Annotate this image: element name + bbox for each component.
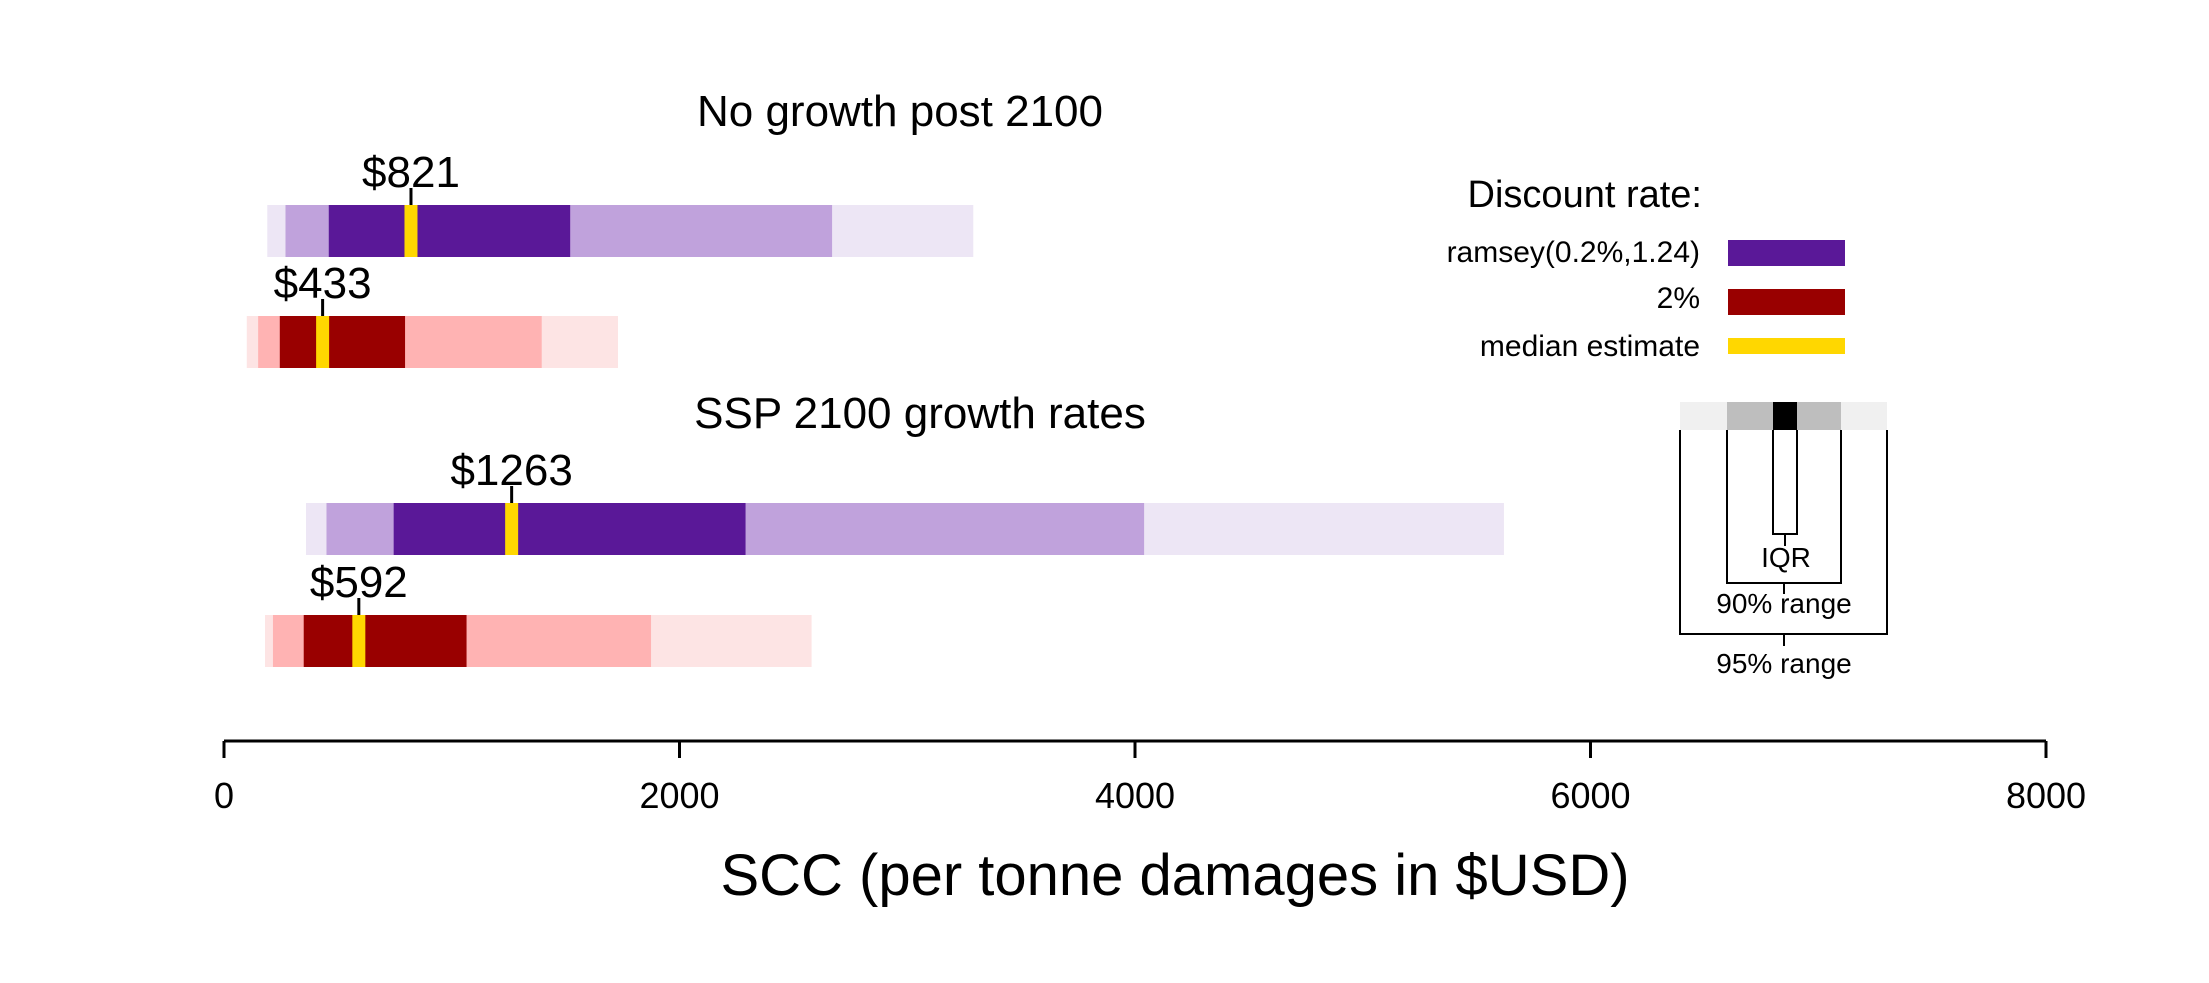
bars-layer: $821 $433 $1263 $592 — [246, 148, 1504, 667]
group-title-ssp: SSP 2100 growth rates — [694, 389, 1146, 438]
iqr-bar-2pct-0 — [279, 316, 406, 368]
median-label-2pct-0: $433 — [274, 259, 372, 308]
median-label-ramsey-1: $1263 — [450, 446, 572, 495]
key-iqr-bracket — [1772, 430, 1798, 546]
median-marker-2pct-1 — [352, 615, 366, 667]
legend-title: Discount rate: — [1468, 174, 1702, 216]
key-iqr-band — [1773, 402, 1797, 430]
x-tick-label-0: 0 — [214, 775, 234, 816]
legend-swatch-ramsey — [1728, 240, 1845, 266]
key-range95-label: 95% range — [1716, 648, 1851, 679]
legend-label-2pct: 2% — [1657, 282, 1700, 315]
key-range90-label: 90% range — [1716, 588, 1851, 619]
x-tick-label-6000: 6000 — [1550, 775, 1630, 816]
key-range90-bracket — [1726, 430, 1842, 594]
median-marker-2pct-0 — [316, 316, 330, 368]
key-range95-bracket — [1679, 430, 1888, 646]
median-label-2pct-1: $592 — [310, 558, 408, 607]
legend-label-ramsey: ramsey(0.2%,1.24) — [1447, 236, 1700, 269]
x-axis: 0 2000 4000 6000 8000 — [214, 739, 2086, 816]
median-marker-ramsey-1 — [505, 503, 519, 555]
iqr-bar-ramsey-1 — [393, 503, 746, 555]
iqr-bar-2pct-1 — [303, 615, 467, 667]
x-tick-label-4000: 4000 — [1095, 775, 1175, 816]
legend-swatch-median — [1728, 338, 1845, 354]
x-tick-label-2000: 2000 — [639, 775, 719, 816]
x-tick-label-8000: 8000 — [2006, 775, 2086, 816]
legend-swatch-2pct — [1728, 289, 1845, 315]
iqr-bar-ramsey-0 — [328, 205, 571, 257]
legend-label-median: median estimate — [1480, 330, 1700, 363]
median-label-ramsey-0: $821 — [362, 148, 460, 197]
range-key: IQR 90% range 95% range — [1679, 402, 1888, 679]
group-title-no-growth: No growth post 2100 — [697, 87, 1103, 136]
key-iqr-label: IQR — [1761, 542, 1811, 573]
x-axis-label: SCC (per tonne damages in $USD) — [720, 843, 1629, 908]
median-marker-ramsey-0 — [404, 205, 418, 257]
legend: Discount rate: ramsey(0.2%,1.24) 2% medi… — [1447, 174, 1845, 363]
